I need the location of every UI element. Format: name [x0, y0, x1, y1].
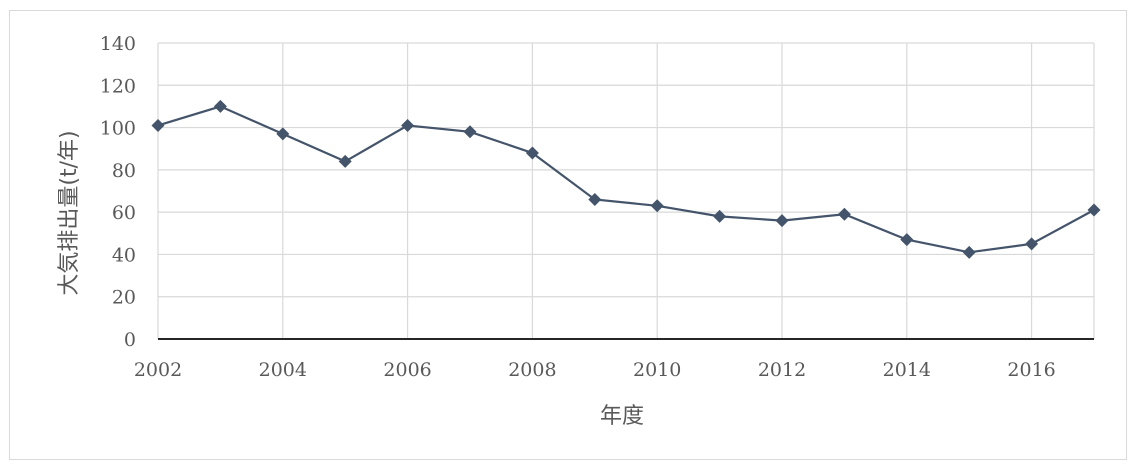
data-point-marker — [900, 233, 914, 247]
series-group — [151, 99, 1101, 259]
x-axis-title: 年度 — [600, 404, 644, 429]
data-point-marker — [338, 154, 352, 168]
y-tick-label: 140 — [100, 33, 136, 55]
x-tick-label: 2002 — [134, 359, 182, 381]
y-tick-label: 40 — [112, 244, 136, 266]
x-tick-label: 2004 — [259, 359, 307, 381]
x-tick-label: 2006 — [383, 359, 431, 381]
y-tick-label: 100 — [100, 118, 136, 140]
y-axis-title: 大気排出量(t/年) — [57, 130, 82, 295]
y-tick-label: 20 — [112, 287, 136, 309]
data-point-marker — [1087, 203, 1101, 217]
data-point-marker — [151, 118, 165, 132]
x-tick-label: 2016 — [1007, 359, 1055, 381]
y-tick-label: 120 — [100, 75, 136, 97]
data-point-marker — [837, 207, 851, 221]
data-point-marker — [525, 146, 539, 160]
x-tick-label: 2008 — [508, 359, 556, 381]
y-tick-label: 60 — [112, 202, 136, 224]
data-point-marker — [213, 99, 227, 113]
data-point-marker — [276, 127, 290, 141]
x-tick-label: 2010 — [633, 359, 681, 381]
x-tick-label: 2014 — [883, 359, 931, 381]
data-point-marker — [775, 214, 789, 228]
y-tick-label: 80 — [112, 160, 136, 182]
data-point-marker — [650, 199, 664, 213]
series-line — [157, 105, 1095, 254]
data-point-marker — [962, 245, 976, 259]
chart-frame: 0 20 40 60 80 100 120 140 2002 2004 2006 2008 2010 2… — [9, 10, 1127, 460]
data-point-marker — [588, 192, 602, 206]
x-tick-label: 2012 — [758, 359, 806, 381]
data-point-marker — [713, 209, 727, 223]
y-axis-ticks: 0 20 40 60 80 100 120 140 — [100, 33, 136, 351]
data-point-marker — [463, 125, 477, 139]
data-point-marker — [1025, 237, 1039, 251]
y-tick-label: 0 — [124, 329, 136, 351]
grid-lines — [157, 42, 1095, 339]
x-axis-ticks: 2002 2004 2006 2008 2010 2012 2014 2016 — [134, 359, 1056, 381]
data-point-marker — [401, 118, 415, 132]
